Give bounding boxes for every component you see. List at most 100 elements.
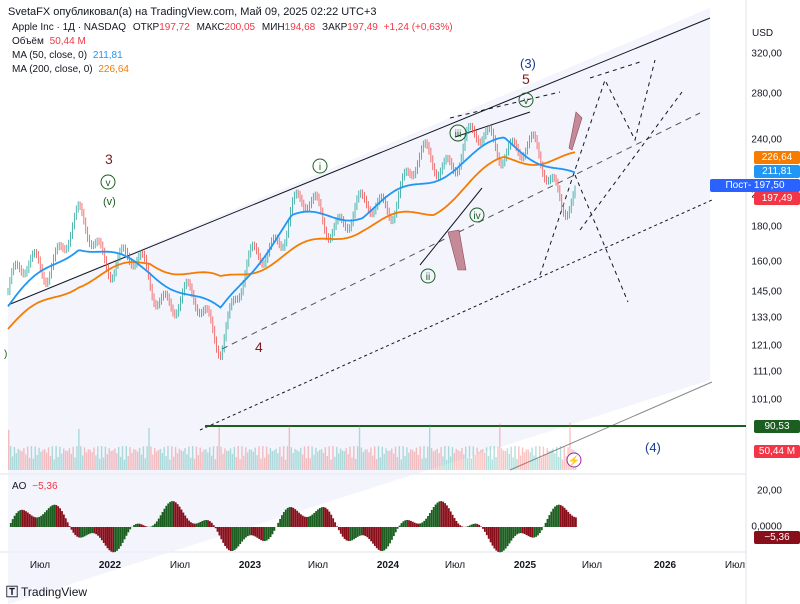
ao-bar xyxy=(520,527,522,534)
wave3-top-channel[interactable] xyxy=(449,91,561,119)
ao-legend[interactable]: AO −5,36 xyxy=(12,481,58,492)
ao-bar xyxy=(398,525,401,527)
ao-bar xyxy=(25,511,27,527)
ao-bar xyxy=(358,527,361,536)
ao-bar xyxy=(461,526,464,527)
ma200-line[interactable] xyxy=(7,151,576,330)
ao-bar xyxy=(516,527,519,535)
ma200-legend[interactable]: MA (200, close, 0) 226,64 xyxy=(12,64,129,75)
time-tick-label: Июл xyxy=(307,560,329,571)
volume-bar xyxy=(106,454,109,470)
ao-bar xyxy=(64,518,67,527)
ao-bar xyxy=(294,509,297,527)
channel-mid-line[interactable] xyxy=(221,112,701,350)
close-value: 197,49 xyxy=(347,22,378,33)
arrow-up-icon[interactable] xyxy=(447,229,467,271)
channel-upper-line[interactable] xyxy=(7,17,711,306)
ao-bar xyxy=(209,521,211,527)
ao-bar xyxy=(197,522,200,527)
volume-bar xyxy=(245,447,247,470)
wave-iii-trend[interactable] xyxy=(454,111,531,138)
ao-bar xyxy=(470,524,473,527)
tradingview-brand[interactable]: 🅃 TradingView xyxy=(6,583,87,600)
ma50-legend[interactable]: MA (50, close, 0) 211,81 xyxy=(12,50,123,61)
wave-circle-iv: iv xyxy=(469,207,485,223)
ao-bar xyxy=(356,527,359,537)
time-tick-label: Июл xyxy=(724,560,746,571)
ao-bar xyxy=(61,511,63,527)
volume-legend[interactable]: Объём 50,44 M xyxy=(12,36,86,47)
volume-bar xyxy=(375,459,378,470)
ao-bar xyxy=(224,527,226,546)
ao-bar xyxy=(264,527,266,542)
ao-bar xyxy=(499,527,501,553)
volume-bar xyxy=(85,452,88,470)
ao-bar xyxy=(332,518,335,527)
ao-bar xyxy=(559,505,562,527)
ao-bar xyxy=(171,501,173,527)
volume-bar xyxy=(533,455,535,470)
volume-bar xyxy=(463,454,465,470)
volume-bar xyxy=(569,422,571,470)
ao-bar xyxy=(446,505,448,527)
projection-path-up[interactable] xyxy=(539,59,656,276)
volume-bar xyxy=(169,459,171,470)
high-label: МАКС xyxy=(196,22,225,33)
low-label: МИН xyxy=(261,22,285,33)
volume-bar xyxy=(512,457,514,470)
arrow-down-icon[interactable] xyxy=(568,111,583,151)
wave-ii-trend[interactable] xyxy=(419,187,483,266)
projection-path-down[interactable] xyxy=(574,174,629,303)
ao-bar xyxy=(260,527,263,541)
ao-bar xyxy=(152,525,154,527)
publisher-header: SvetaFX опубликовал(а) на TradingView.co… xyxy=(8,6,377,18)
volume-bar xyxy=(411,449,414,470)
volume-bar xyxy=(483,452,486,470)
ao-bar xyxy=(9,522,12,527)
volume-bar xyxy=(455,448,457,470)
volume-bar xyxy=(358,425,361,470)
ao-bar xyxy=(110,527,113,552)
ao-bar xyxy=(40,515,43,527)
ao-bar xyxy=(235,527,238,549)
ao-bar xyxy=(518,527,520,534)
volume-bar xyxy=(117,446,120,470)
volume-bar xyxy=(72,446,74,470)
volume-bar xyxy=(478,451,480,470)
ao-bar xyxy=(252,527,255,536)
volume-bar xyxy=(415,447,418,470)
wave3-top-extension[interactable] xyxy=(589,61,641,79)
symbol-name[interactable]: Apple Inc · 1Д · NASDAQ xyxy=(12,22,127,33)
ma50-line[interactable] xyxy=(7,136,576,309)
volume-bars xyxy=(8,422,577,470)
volume-bar xyxy=(146,446,148,470)
volume-bar xyxy=(322,452,325,470)
ao-bar xyxy=(214,527,217,529)
ao-bar xyxy=(114,527,116,553)
ao-bar xyxy=(231,527,234,551)
volume-bar xyxy=(123,459,126,470)
volume-bar xyxy=(172,456,175,470)
earnings-flash-icon[interactable]: ⚡ xyxy=(566,452,582,468)
ao-bar xyxy=(497,527,500,552)
ao-bar xyxy=(351,527,354,541)
volume-bar xyxy=(243,455,245,470)
volume-bar xyxy=(104,446,107,470)
ao-bar xyxy=(112,527,115,553)
price-tag: −5,36 xyxy=(754,531,800,544)
volume-bar xyxy=(470,458,473,470)
ao-bar xyxy=(320,507,323,527)
ao-bar xyxy=(567,511,570,527)
volume-bar xyxy=(157,450,160,470)
ao-bar xyxy=(307,516,310,527)
volume-bar xyxy=(366,449,368,470)
volume-bar xyxy=(110,451,112,470)
volume-bar xyxy=(300,447,302,470)
currency-label: USD xyxy=(752,28,774,39)
ao-bar xyxy=(421,522,424,527)
ao-bar xyxy=(203,520,206,527)
volume-bar xyxy=(70,453,72,470)
ao-bar xyxy=(53,504,56,527)
ao-bar xyxy=(370,527,372,542)
